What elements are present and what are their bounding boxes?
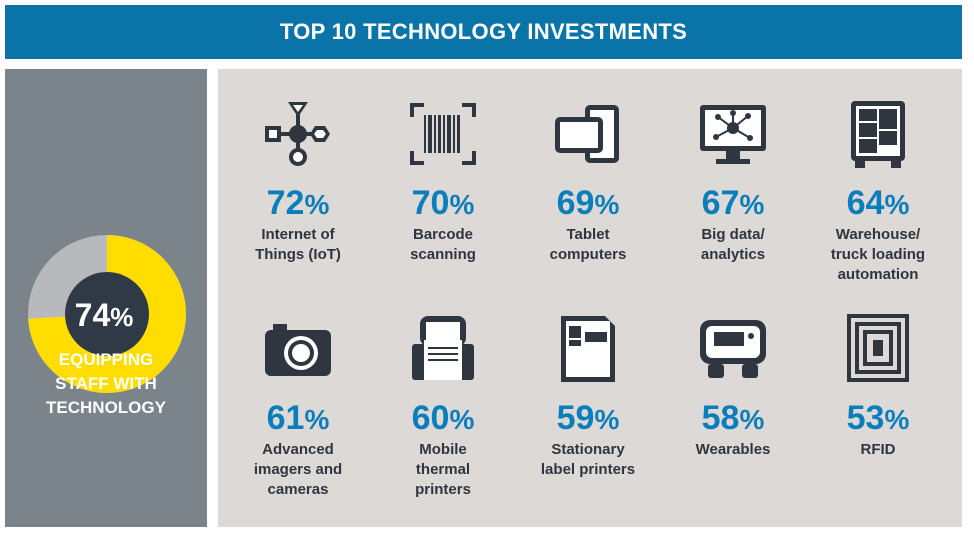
investment-item: 70% Barcode scanning: [373, 99, 513, 265]
investment-item: 58% Wearables: [663, 314, 803, 460]
camera-icon: [228, 314, 368, 384]
svg-text:74%: 74%: [75, 297, 134, 333]
investment-item: 64% Warehouse/ truck loading automation: [808, 99, 948, 285]
investment-percent: 60%: [411, 399, 475, 437]
donut-value-arc: [28, 235, 186, 393]
investment-item: 72% Internet of Things (IoT): [228, 99, 368, 265]
investment-percent: 72%: [266, 184, 330, 222]
donut-value: 74: [75, 297, 111, 333]
investment-percent: 61%: [266, 399, 330, 437]
investment-item: 69% Tablet computers: [518, 99, 658, 265]
tablet-icon: [555, 105, 619, 163]
investment-item: 53% RFID: [808, 314, 948, 460]
page-title: TOP 10 TECHNOLOGY INVESTMENTS: [5, 5, 962, 59]
mobile-printer-icon: [412, 316, 474, 380]
investment-percent: 70%: [411, 184, 475, 222]
rfid-icon: [808, 314, 948, 384]
investment-label: Internet of Things (IoT): [255, 226, 341, 263]
label-printer-icon: [561, 316, 615, 382]
rfid-icon: [847, 314, 909, 382]
truck-loading-icon: [808, 99, 948, 169]
investment-item: 61% Advanced imagers and cameras: [228, 314, 368, 500]
iot-icon: [265, 102, 330, 166]
investment-label: Advanced imagers and cameras: [253, 441, 343, 498]
camera-icon: [265, 324, 331, 376]
investment-item: 60% Mobile thermal printers: [373, 314, 513, 500]
investment-percent: 67%: [701, 184, 765, 222]
investment-percent: 64%: [846, 184, 910, 222]
donut-center: [65, 272, 149, 356]
barcode-icon: [410, 103, 476, 165]
investment-label: RFID: [860, 441, 896, 458]
investment-percent: 69%: [556, 184, 620, 222]
monitor-network-icon: [663, 99, 803, 169]
investment-percent: 53%: [846, 399, 910, 437]
donut-chart: 74%: [28, 235, 186, 393]
tablet-icon: [518, 99, 658, 169]
investment-percent: 59%: [556, 399, 620, 437]
investment-label: Wearables: [695, 441, 771, 458]
summary-label: EQUIPPING STAFF WITH TECHNOLOGY: [46, 350, 166, 417]
mobile-printer-icon: [373, 314, 513, 384]
wearable-icon: [663, 314, 803, 384]
truck-loading-icon: [851, 101, 905, 168]
investments-panel: 72% Internet of Things (IoT) 70% Barcode…: [218, 69, 962, 527]
iot-icon: [228, 99, 368, 169]
investment-label: Stationary label printers: [540, 441, 636, 478]
investment-item: 67% Big data/ analytics: [663, 99, 803, 265]
investment-label: Warehouse/ truck loading automation: [830, 226, 926, 283]
barcode-icon: [373, 99, 513, 169]
summary-panel: 74% EQUIPPING STAFF WITH TECHNOLOGY: [5, 69, 207, 527]
investment-percent: 58%: [701, 399, 765, 437]
label-printer-icon: [518, 314, 658, 384]
wearable-icon: [700, 320, 766, 378]
investment-label: Barcode scanning: [410, 226, 476, 263]
investment-label: Mobile thermal printers: [415, 441, 471, 498]
investment-label: Big data/ analytics: [700, 226, 766, 263]
investment-item: 59% Stationary label printers: [518, 314, 658, 480]
monitor-network-icon: [700, 105, 766, 164]
investment-label: Tablet computers: [549, 226, 627, 263]
